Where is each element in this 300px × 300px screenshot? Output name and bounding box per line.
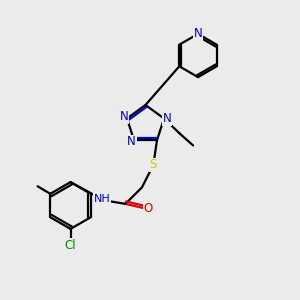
Text: N: N (127, 135, 136, 148)
Text: Cl: Cl (65, 238, 76, 252)
Text: N: N (194, 27, 202, 40)
Text: S: S (150, 158, 157, 171)
Text: N: N (120, 110, 128, 124)
Text: NH: NH (94, 194, 111, 204)
Text: O: O (143, 202, 153, 215)
Text: N: N (163, 112, 171, 125)
